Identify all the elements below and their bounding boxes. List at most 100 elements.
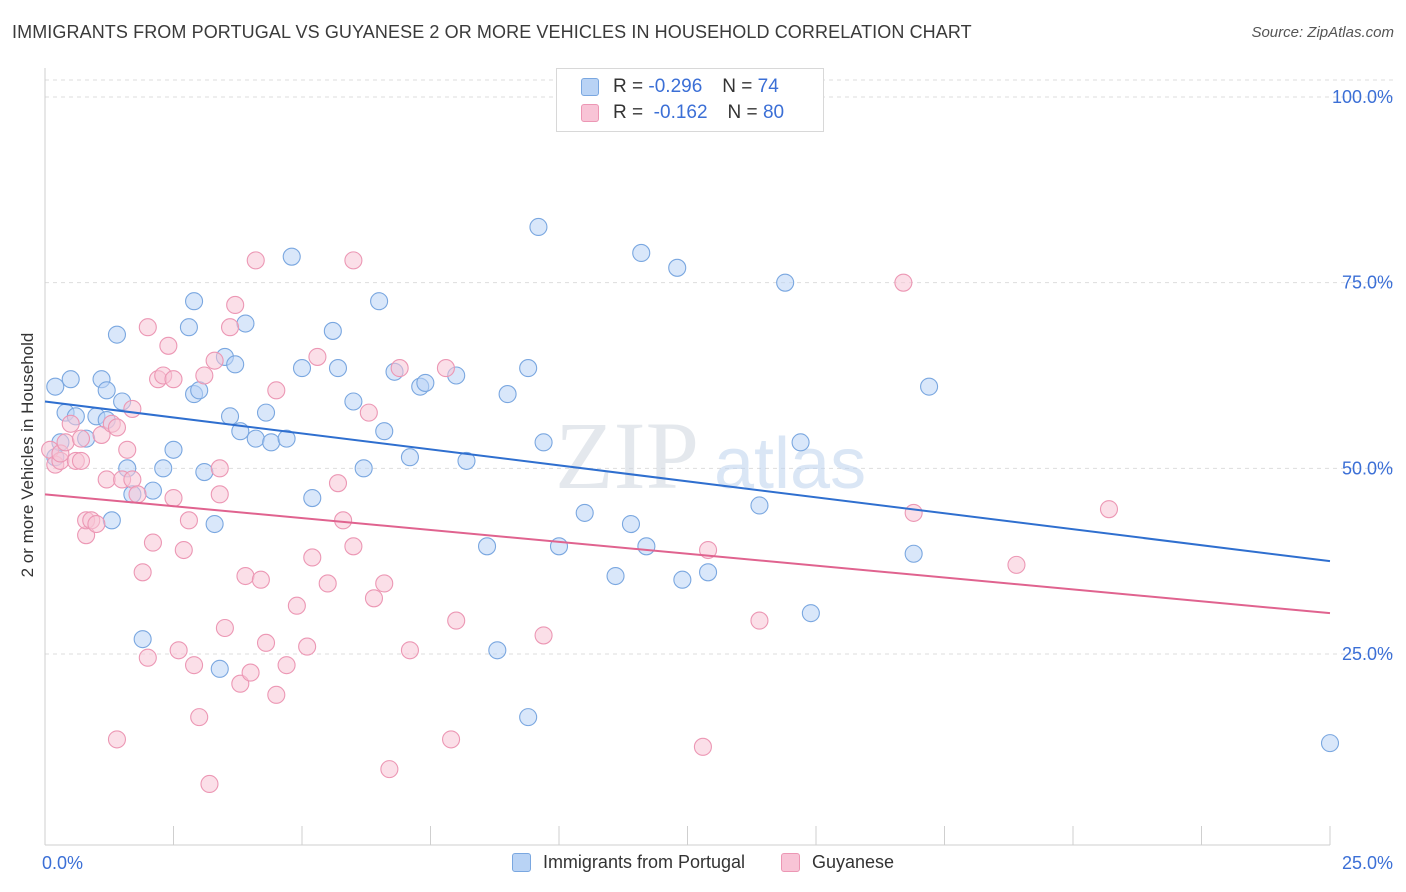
point-guyanese [179, 511, 198, 530]
point-guyanese [334, 511, 353, 530]
point-portugal [529, 217, 548, 237]
legend-label-guyanese: Guyanese [812, 852, 895, 872]
point-guyanese [138, 648, 157, 667]
point-guyanese [107, 418, 127, 437]
point-portugal [920, 377, 939, 396]
point-portugal [102, 511, 121, 530]
point-portugal [477, 537, 497, 556]
point-guyanese [447, 611, 466, 630]
point-guyanese [97, 470, 116, 489]
point-portugal [632, 243, 651, 263]
point-portugal [457, 451, 476, 470]
point-guyanese [267, 381, 286, 400]
point-guyanese [534, 626, 553, 645]
point-portugal [46, 377, 65, 396]
legend-item-guyanese[interactable]: Guyanese [781, 852, 894, 873]
point-guyanese [56, 433, 75, 452]
point-portugal [673, 570, 692, 589]
r-value: -0.162 [653, 102, 708, 123]
point-guyanese [251, 570, 270, 589]
legend-swatch-portugal [581, 78, 599, 96]
point-guyanese [195, 366, 214, 385]
point-portugal [344, 392, 363, 411]
axes [44, 68, 1331, 846]
tick-labels: 25.0% 50.0% 75.0% 100.0% 0.0% 25.0% [42, 87, 1393, 873]
point-portugal [328, 359, 348, 378]
point-guyanese [61, 414, 80, 433]
point-portugal [256, 403, 276, 422]
n-value: 74 [757, 76, 779, 97]
point-guyanese [185, 656, 204, 675]
point-guyanese [210, 485, 229, 504]
point-guyanese [200, 774, 219, 794]
n-label: N = [722, 76, 753, 97]
point-guyanese [226, 295, 245, 314]
point-guyanese [380, 760, 399, 779]
point-portugal [776, 273, 795, 292]
trend-line-portugal [44, 400, 1331, 563]
point-portugal [185, 292, 204, 311]
point-portugal [262, 433, 281, 452]
point-portugal [621, 514, 641, 534]
point-guyanese [298, 637, 317, 656]
point-guyanese [231, 674, 250, 693]
point-portugal [195, 462, 214, 482]
point-portugal [143, 481, 162, 500]
legend-row-guyanese: R = -0.162 N = 80 [581, 101, 784, 125]
point-portugal [575, 503, 594, 522]
r-label: R = [613, 102, 644, 123]
point-portugal [750, 496, 769, 515]
correlation-legend: R = -0.296 N = 74 R = -0.162 N = 80 [556, 68, 824, 132]
point-portugal [370, 292, 389, 311]
point-guyanese [750, 611, 769, 630]
r-label: R = [613, 76, 644, 97]
point-guyanese [92, 425, 111, 444]
point-guyanese [215, 618, 234, 638]
point-guyanese [344, 537, 363, 556]
point-portugal [282, 247, 301, 266]
point-guyanese [364, 589, 384, 608]
trend-line-guyanese [44, 493, 1331, 615]
y-tick-label: 25.0% [1342, 644, 1393, 664]
point-portugal [236, 314, 255, 333]
watermark: ZIP atlas [555, 402, 866, 509]
point-guyanese [71, 429, 91, 448]
point-portugal [97, 381, 116, 400]
point-guyanese [107, 730, 127, 749]
point-portugal [375, 422, 394, 441]
point-guyanese [400, 641, 419, 660]
point-guyanese [303, 548, 322, 567]
point-portugal [226, 355, 245, 374]
point-guyanese [318, 574, 337, 593]
point-portugal [400, 448, 419, 467]
point-guyanese [118, 440, 137, 459]
point-portugal [323, 321, 342, 340]
x-tick-label: 0.0% [42, 853, 83, 873]
point-portugal [534, 433, 553, 452]
point-guyanese [267, 685, 286, 704]
point-portugal [133, 630, 152, 649]
n-value: 80 [762, 102, 785, 123]
point-portugal [246, 429, 265, 448]
point-guyanese [344, 251, 363, 270]
point-guyanese [71, 451, 91, 470]
point-portugal [606, 566, 625, 586]
point-guyanese [123, 399, 142, 418]
watermark-atlas: atlas [714, 424, 866, 504]
point-portugal [519, 359, 538, 378]
point-guyanese [277, 656, 296, 675]
point-portugal [303, 488, 322, 508]
legend-item-portugal[interactable]: Immigrants from Portugal [511, 852, 745, 873]
point-portugal [61, 370, 80, 389]
legend-label-portugal: Immigrants from Portugal [542, 852, 745, 872]
point-portugal [179, 318, 198, 337]
point-guyanese [210, 459, 229, 478]
point-guyanese [133, 563, 152, 582]
point-guyanese [1099, 500, 1119, 519]
trend-lines [44, 400, 1331, 615]
point-guyanese [143, 533, 162, 552]
y-tick-label: 50.0% [1342, 458, 1393, 478]
legend-swatch-guyanese [781, 853, 800, 872]
n-label: N = [727, 102, 758, 123]
point-portugal [277, 429, 296, 448]
